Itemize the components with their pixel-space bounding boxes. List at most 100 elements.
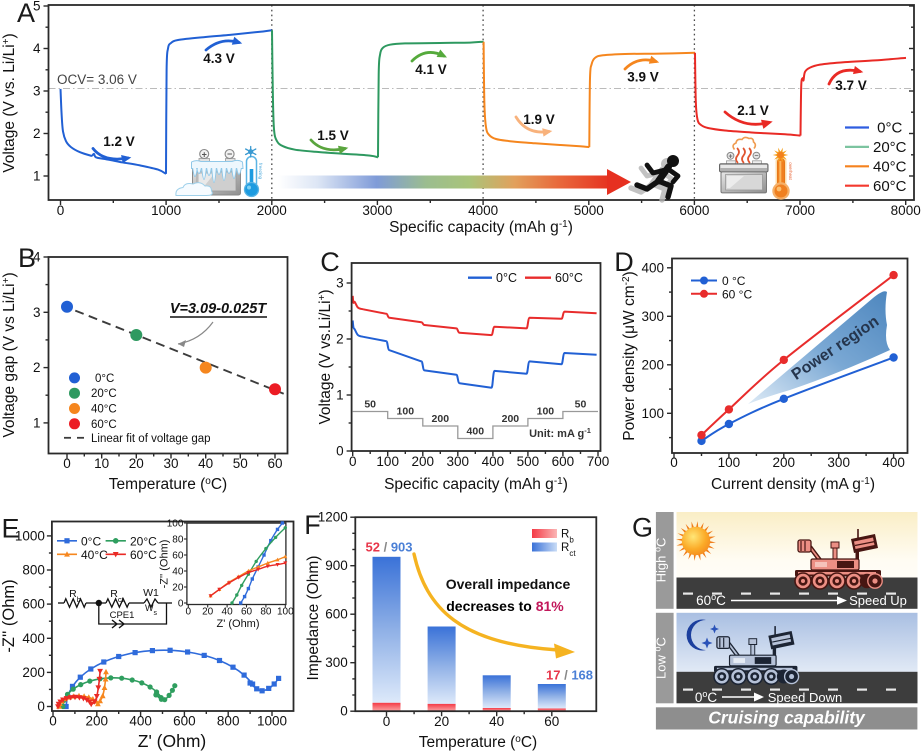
svg-text:Speed Down: Speed Down xyxy=(768,690,842,705)
svg-text:0: 0 xyxy=(186,607,192,618)
svg-text:40: 40 xyxy=(222,607,234,618)
svg-text:600: 600 xyxy=(22,597,45,612)
svg-text:2: 2 xyxy=(336,332,344,347)
svg-text:100: 100 xyxy=(167,519,184,530)
svg-text:3000: 3000 xyxy=(362,203,392,218)
svg-text:60°C: 60°C xyxy=(555,271,583,285)
svg-text:60oC: 60oC xyxy=(696,592,726,608)
svg-text:600: 600 xyxy=(325,607,348,622)
svg-text:Cruising capability: Cruising capability xyxy=(708,708,866,728)
svg-text:3: 3 xyxy=(336,276,344,291)
svg-text:B: B xyxy=(18,243,36,273)
svg-text:0: 0 xyxy=(37,699,45,714)
svg-text:7000: 7000 xyxy=(785,203,815,218)
svg-text:700: 700 xyxy=(587,454,610,469)
svg-text:80: 80 xyxy=(260,607,272,618)
svg-text:V=3.09-0.025T: V=3.09-0.025T xyxy=(170,301,267,317)
svg-text:400: 400 xyxy=(641,260,664,275)
svg-text:1000: 1000 xyxy=(257,714,287,729)
svg-text:Speed Up: Speed Up xyxy=(849,593,907,608)
svg-text:Rb: Rb xyxy=(69,588,81,604)
svg-text:100: 100 xyxy=(376,454,399,469)
svg-text:0°C: 0°C xyxy=(496,271,517,285)
svg-text:60°C: 60°C xyxy=(873,178,907,195)
svg-text:Power density (μW cm-2): Power density (μW cm-2) xyxy=(621,271,639,440)
svg-text:4: 4 xyxy=(33,41,41,56)
svg-text:1.9 V: 1.9 V xyxy=(523,112,555,127)
svg-text:0°C: 0°C xyxy=(81,534,101,548)
svg-text:60: 60 xyxy=(241,607,253,618)
svg-text:20°C: 20°C xyxy=(130,534,157,548)
svg-text:3.7 V: 3.7 V xyxy=(835,78,867,93)
svg-text:C: C xyxy=(320,247,340,277)
svg-text:20: 20 xyxy=(202,607,214,618)
svg-text:Temperature (oC): Temperature (oC) xyxy=(419,734,537,752)
svg-text:Z' (Ohm): Z' (Ohm) xyxy=(216,618,259,630)
svg-text:200: 200 xyxy=(86,714,109,729)
svg-text:3: 3 xyxy=(33,305,41,320)
svg-text:40: 40 xyxy=(489,714,504,729)
svg-text:17 / 168: 17 / 168 xyxy=(546,668,593,683)
svg-text:0: 0 xyxy=(49,714,57,729)
svg-text:1000: 1000 xyxy=(151,203,181,218)
svg-text:−: − xyxy=(754,153,758,160)
svg-text:8000: 8000 xyxy=(891,203,921,218)
svg-text:60: 60 xyxy=(172,551,184,562)
svg-text:-Z'' (Ohm): -Z'' (Ohm) xyxy=(0,579,18,652)
svg-text:100: 100 xyxy=(397,406,415,418)
svg-text:Voltage (V vs. Li/Li+): Voltage (V vs. Li/Li+) xyxy=(1,33,19,172)
svg-text:100: 100 xyxy=(641,406,664,421)
svg-text:30: 30 xyxy=(163,456,178,471)
svg-text:800: 800 xyxy=(217,714,240,729)
svg-text:Linear fit of voltage gap: Linear fit of voltage gap xyxy=(91,433,211,445)
svg-text:60: 60 xyxy=(267,456,282,471)
svg-text:1: 1 xyxy=(33,415,41,430)
svg-text:Temperature (oC): Temperature (oC) xyxy=(109,476,227,494)
svg-text:10: 10 xyxy=(94,456,109,471)
svg-text:1000: 1000 xyxy=(15,528,45,543)
svg-text:5000: 5000 xyxy=(574,203,604,218)
svg-text:800: 800 xyxy=(22,563,45,578)
svg-text:400: 400 xyxy=(467,426,485,438)
svg-text:300: 300 xyxy=(641,309,664,324)
svg-text:52 / 903: 52 / 903 xyxy=(366,540,413,555)
svg-text:E: E xyxy=(1,514,19,544)
svg-text:Specific capacity (mAh g-1): Specific capacity (mAh g-1) xyxy=(384,476,568,494)
svg-text:5: 5 xyxy=(33,0,41,14)
svg-text:0: 0 xyxy=(349,454,357,469)
svg-text:A: A xyxy=(17,0,35,28)
svg-text:20°C: 20°C xyxy=(91,388,117,400)
svg-text:20°C: 20°C xyxy=(873,139,907,156)
svg-text:900: 900 xyxy=(325,558,348,573)
svg-text:20: 20 xyxy=(434,714,449,729)
svg-text:500: 500 xyxy=(517,454,540,469)
svg-text:200: 200 xyxy=(22,665,45,680)
svg-text:300: 300 xyxy=(827,455,850,470)
svg-text:4.1 V: 4.1 V xyxy=(415,62,447,77)
svg-text:20: 20 xyxy=(129,456,144,471)
svg-text:CPE1: CPE1 xyxy=(110,610,135,621)
svg-text:-Z'' (Ohm): -Z'' (Ohm) xyxy=(159,540,171,589)
svg-text:0: 0 xyxy=(383,714,391,729)
svg-text:4: 4 xyxy=(33,250,41,265)
svg-text:200: 200 xyxy=(502,413,520,425)
svg-text:F: F xyxy=(304,510,321,540)
svg-text:1.2 V: 1.2 V xyxy=(103,134,135,149)
svg-text:6000: 6000 xyxy=(679,203,709,218)
svg-text:Low oC: Low oC xyxy=(653,637,669,679)
svg-text:100: 100 xyxy=(277,607,294,618)
svg-text:60°C: 60°C xyxy=(91,419,117,431)
svg-text:50: 50 xyxy=(364,399,376,411)
svg-text:400: 400 xyxy=(129,714,152,729)
svg-text:40°C: 40°C xyxy=(873,159,907,176)
svg-text:60: 60 xyxy=(544,714,559,729)
svg-text:300: 300 xyxy=(325,655,348,670)
svg-text:0°C: 0°C xyxy=(95,373,114,385)
svg-text:decreases to 81%: decreases to 81% xyxy=(446,598,564,614)
svg-text:Z' (Ohm): Z' (Ohm) xyxy=(138,731,206,751)
svg-text:50: 50 xyxy=(233,456,248,471)
svg-text:300: 300 xyxy=(447,454,470,469)
svg-text:Unit: mA g-1: Unit: mA g-1 xyxy=(529,426,591,441)
svg-text:+: + xyxy=(202,149,207,159)
svg-text:200: 200 xyxy=(773,455,796,470)
